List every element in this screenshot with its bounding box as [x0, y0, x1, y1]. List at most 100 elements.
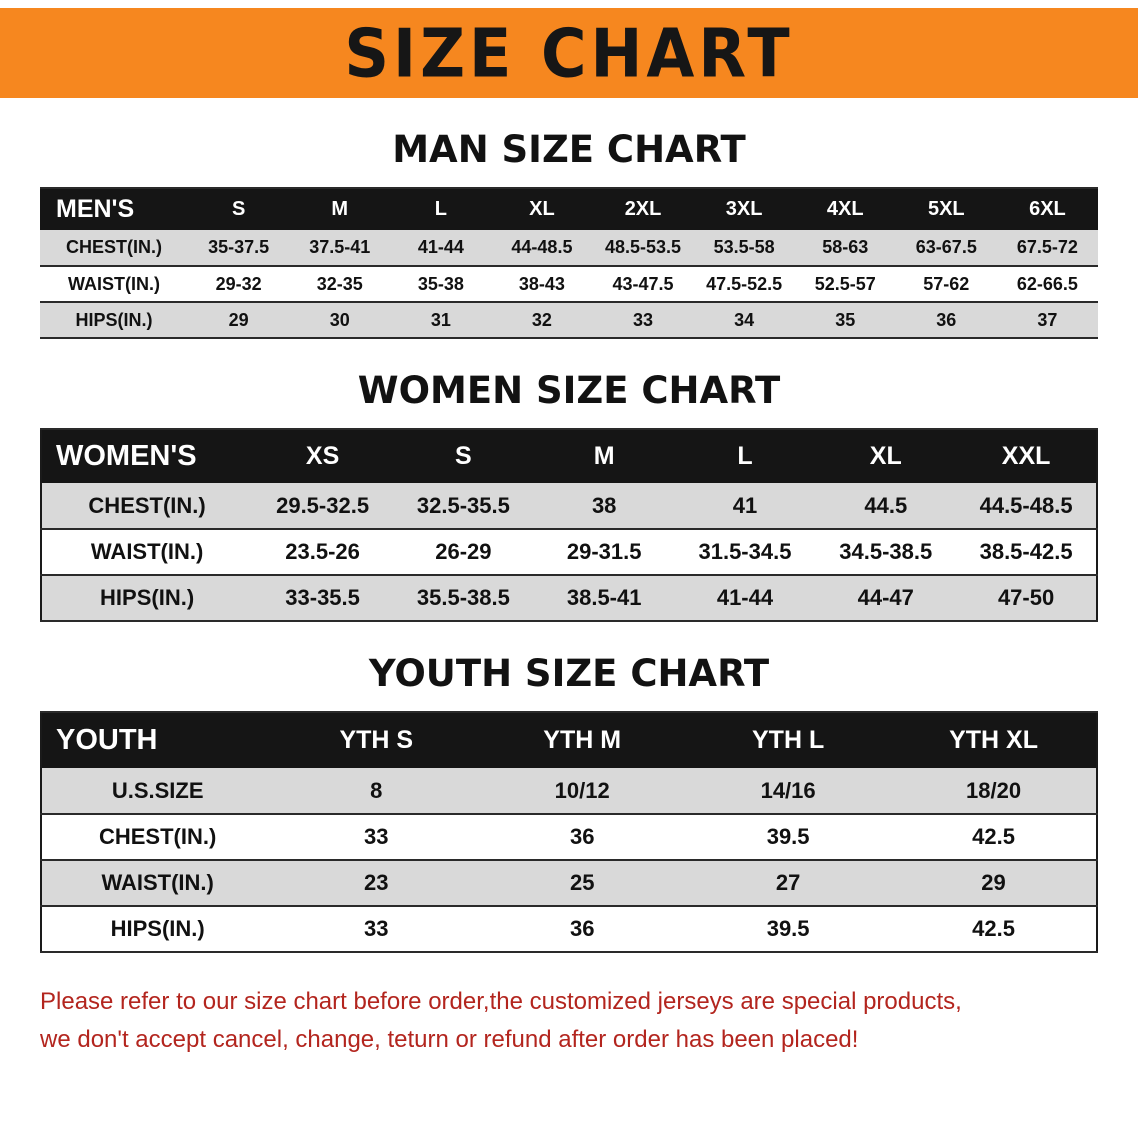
- table-title-cell: YOUTH: [41, 712, 274, 768]
- section-youth: YOUTH SIZE CHART YOUTH YTH S YTH M YTH L YTH…: [0, 652, 1138, 953]
- measurement-value: 43-47.5: [612, 273, 674, 294]
- measurement-value: 44.5-48.5: [979, 492, 1073, 518]
- measurement-value: 10/12: [554, 777, 610, 803]
- measurement-row: HIPS(IN.) 29 30 31 32 33 34 35 36 37: [40, 302, 1098, 338]
- size-column-header: XS: [252, 429, 393, 483]
- measurement-value: 36: [569, 916, 595, 941]
- measurement-value: 33: [633, 309, 654, 330]
- measurement-value: 39.5: [766, 916, 810, 941]
- section-women: WOMEN SIZE CHART WOMEN'S XS S M L XL XXL CHEST(…: [0, 369, 1138, 622]
- measurement-value: 23: [364, 870, 389, 895]
- measurement-label: CHEST(IN.): [88, 492, 206, 518]
- measurement-value: 39.5: [766, 824, 810, 849]
- youth-section-heading: YOUTH SIZE CHART: [368, 652, 770, 695]
- size-column-header: S: [392, 429, 534, 483]
- size-chart-page: SIZE CHART MAN SIZE CHART MEN'S S M L XL 2XL 3…: [0, 8, 1138, 1060]
- measurement-value: 25: [569, 870, 595, 895]
- measurement-value: 29-32: [215, 273, 262, 294]
- size-column-header: L: [390, 188, 492, 230]
- size-column-header: YTH S: [273, 712, 480, 768]
- measurement-value: 57-62: [923, 273, 970, 294]
- size-column-header: S: [188, 188, 290, 230]
- women-size-table: WOMEN'S XS S M L XL XXL CHEST(IN.) 29.5-32.5 32.5…: [40, 428, 1098, 622]
- size-column-header: XXL: [956, 429, 1097, 483]
- header-row: MEN'S S M L XL 2XL 3XL 4XL 5XL 6XL: [40, 188, 1098, 230]
- measurement-value: 62-66.5: [1016, 273, 1078, 294]
- measurement-value: 29-31.5: [566, 539, 642, 564]
- measurement-value: 29: [981, 870, 1006, 895]
- measurement-value: 37: [1037, 309, 1058, 330]
- men-size-table: MEN'S S M L XL 2XL 3XL 4XL 5XL 6XL CHEST(IN.) 35-37…: [40, 187, 1098, 339]
- measurement-value: 38-43: [518, 273, 565, 294]
- measurement-value: 35-37.5: [208, 237, 270, 257]
- measurement-value: 42.5: [972, 824, 1015, 849]
- measurement-value: 35-38: [417, 273, 464, 294]
- measurement-label: WAIST(IN.): [90, 539, 204, 564]
- measurement-label: HIPS(IN.): [100, 585, 195, 610]
- measurement-value: 41: [732, 492, 758, 518]
- table-title-cell: MEN'S: [40, 188, 189, 230]
- measurement-value: 31.5-34.5: [698, 539, 792, 564]
- measurement-row: WAIST(IN.) 29-32 32-35 35-38 38-43 43-47.5 47.…: [40, 266, 1098, 302]
- section-men: MAN SIZE CHART MEN'S S M L XL 2XL 3XL 4XL 5XL 6XL…: [0, 128, 1138, 339]
- measurement-row: HIPS(IN.) 33 36 39.5 42.5: [41, 906, 1097, 952]
- measurement-value: 47-50: [997, 585, 1055, 610]
- measurement-label: CHEST(IN.): [66, 237, 163, 257]
- youth-size-table: YOUTH YTH S YTH M YTH L YTH XL U.S.SIZE 8 10/12…: [40, 711, 1098, 953]
- measurement-value: 38: [591, 492, 617, 518]
- measurement-value: 44-48.5: [511, 237, 573, 257]
- measurement-value: 41-44: [417, 237, 464, 257]
- size-column-header: L: [674, 429, 816, 483]
- measurement-value: 29: [228, 309, 249, 330]
- measurement-label: HIPS(IN.): [110, 916, 205, 941]
- measurement-value: 23.5-26: [285, 539, 360, 564]
- measurement-label: U.S.SIZE: [111, 777, 204, 803]
- measurement-label: CHEST(IN.): [98, 824, 217, 849]
- measurement-value: 41-44: [716, 585, 774, 610]
- measurement-value: 33: [364, 916, 389, 941]
- measurement-value: 53.5-58: [713, 237, 775, 257]
- disclaimer-line-2: we don't accept cancel, change, teturn o…: [40, 1026, 859, 1054]
- measurement-value: 44-47: [857, 585, 914, 610]
- measurement-value: 37.5-41: [309, 237, 371, 257]
- measurement-value: 36: [936, 309, 957, 330]
- measurement-row: HIPS(IN.) 33-35.5 35.5-38.5 38.5-41 41-44 44-…: [41, 575, 1097, 621]
- page-title: SIZE CHART: [344, 13, 794, 93]
- measurement-label: WAIST(IN.): [101, 870, 214, 895]
- size-column-header: 6XL: [996, 188, 1098, 230]
- measurement-value: 38.5-41: [566, 585, 642, 610]
- size-column-header: XL: [815, 429, 957, 483]
- measurement-value: 31: [430, 309, 451, 330]
- measurement-value: 67.5-72: [1016, 237, 1078, 257]
- table-title-cell: WOMEN'S: [41, 429, 253, 483]
- banner: SIZE CHART: [0, 8, 1138, 98]
- header-row: WOMEN'S XS S M L XL XXL: [41, 429, 1097, 483]
- measurement-value: 34.5-38.5: [839, 539, 933, 564]
- measurement-value: 35.5-38.5: [416, 585, 510, 610]
- measurement-row: CHEST(IN.) 29.5-32.5 32.5-35.5 38 41 44.5 44.5…: [41, 483, 1097, 529]
- size-column-header: 5XL: [895, 188, 997, 230]
- measurement-value: 63-67.5: [915, 237, 977, 257]
- measurement-value: 30: [329, 309, 350, 330]
- measurement-value: 42.5: [972, 916, 1015, 941]
- disclaimer-text: Please refer to our size chart before or…: [40, 983, 1138, 1060]
- measurement-label: WAIST(IN.): [68, 273, 161, 294]
- measurement-row: CHEST(IN.) 35-37.5 37.5-41 41-44 44-48.5 48.5…: [40, 230, 1098, 266]
- measurement-value: 8: [370, 777, 383, 803]
- measurement-value: 33: [364, 824, 389, 849]
- size-column-header: M: [533, 429, 675, 483]
- size-column-header: YTH XL: [891, 712, 1097, 768]
- size-column-header: 2XL: [592, 188, 694, 230]
- measurement-value: 29.5-32.5: [276, 492, 370, 518]
- size-column-header: YTH L: [685, 712, 892, 768]
- disclaimer-line-1: Please refer to our size chart before or…: [40, 988, 962, 1015]
- measurement-row: WAIST(IN.) 23.5-26 26-29 29-31.5 31.5-34.5 34…: [41, 529, 1097, 575]
- measurement-value: 38.5-42.5: [979, 539, 1073, 564]
- measurement-value: 34: [734, 309, 755, 330]
- measurement-value: 33-35.5: [285, 585, 360, 610]
- measurement-value: 47.5-52.5: [706, 273, 783, 294]
- measurement-value: 18/20: [966, 777, 1022, 803]
- size-column-header: M: [289, 188, 391, 230]
- measurement-value: 36: [569, 824, 595, 849]
- measurement-row: U.S.SIZE 8 10/12 14/16 18/20: [41, 768, 1097, 814]
